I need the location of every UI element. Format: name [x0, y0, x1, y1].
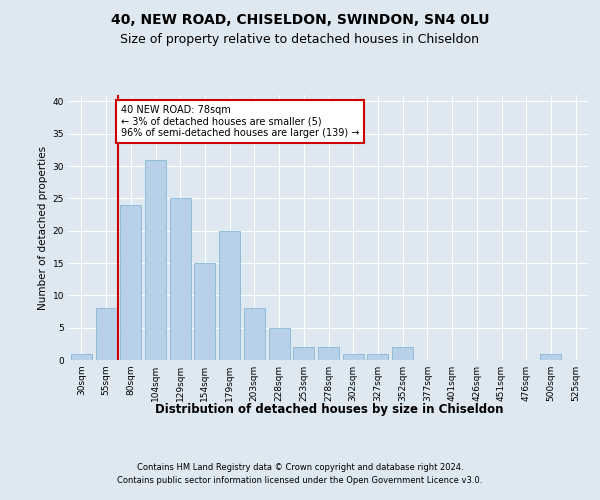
Bar [170, 198, 191, 360]
Bar [120, 205, 141, 360]
Bar [194, 263, 215, 360]
Bar [367, 354, 388, 360]
Text: 40, NEW ROAD, CHISELDON, SWINDON, SN4 0LU: 40, NEW ROAD, CHISELDON, SWINDON, SN4 0L… [111, 12, 489, 26]
Bar [293, 347, 314, 360]
Text: Distribution of detached houses by size in Chiseldon: Distribution of detached houses by size … [155, 402, 503, 415]
Bar [219, 230, 240, 360]
Bar [318, 347, 339, 360]
Y-axis label: Number of detached properties: Number of detached properties [38, 146, 49, 310]
Bar [541, 354, 562, 360]
Bar [392, 347, 413, 360]
Bar [95, 308, 116, 360]
Text: Contains HM Land Registry data © Crown copyright and database right 2024.: Contains HM Land Registry data © Crown c… [137, 462, 463, 471]
Bar [244, 308, 265, 360]
Bar [269, 328, 290, 360]
Bar [71, 354, 92, 360]
Text: Contains public sector information licensed under the Open Government Licence v3: Contains public sector information licen… [118, 476, 482, 485]
Text: Size of property relative to detached houses in Chiseldon: Size of property relative to detached ho… [121, 32, 479, 46]
Bar [343, 354, 364, 360]
Bar [145, 160, 166, 360]
Text: 40 NEW ROAD: 78sqm
← 3% of detached houses are smaller (5)
96% of semi-detached : 40 NEW ROAD: 78sqm ← 3% of detached hous… [121, 104, 359, 138]
